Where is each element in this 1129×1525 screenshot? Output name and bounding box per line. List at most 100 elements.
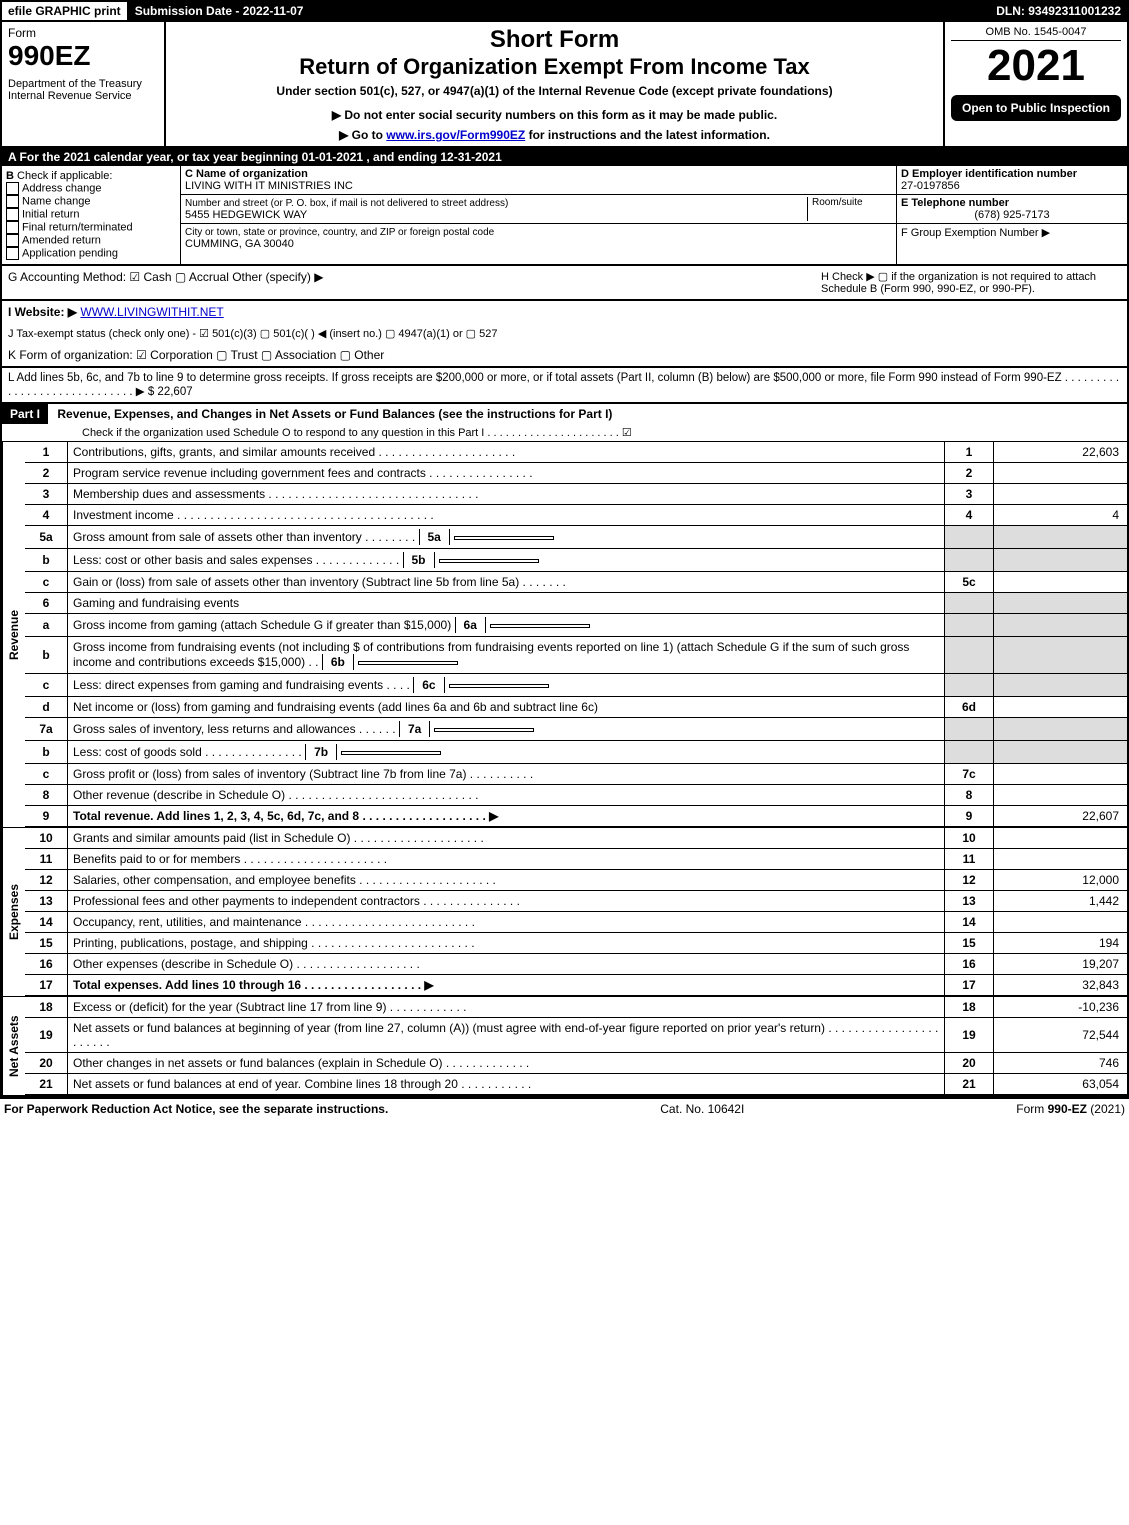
line-20: 20Other changes in net assets or fund ba…: [25, 1053, 1127, 1074]
section-f-label: F Group Exemption Number ▶: [901, 227, 1050, 239]
line-14: 14Occupancy, rent, utilities, and mainte…: [25, 912, 1127, 933]
line-10: 10Grants and similar amounts paid (list …: [25, 828, 1127, 849]
line-16: 16Other expenses (describe in Schedule O…: [25, 954, 1127, 975]
checkbox-amended-return[interactable]: [6, 234, 19, 247]
expenses-side-label: Expenses: [2, 828, 25, 996]
line-18: 18Excess or (deficit) for the year (Subt…: [25, 997, 1127, 1018]
title-short-form: Short Form: [172, 26, 937, 54]
line-5c: cGain or (loss) from sale of assets othe…: [25, 572, 1127, 593]
dln: DLN: 93492311001232: [990, 2, 1127, 20]
section-c-city-label: City or town, state or province, country…: [185, 227, 494, 238]
label-application-pending: Application pending: [22, 247, 118, 259]
section-c: C Name of organization LIVING WITH IT MI…: [181, 166, 897, 264]
line-7b: bLess: cost of goods sold . . . . . . . …: [25, 741, 1127, 764]
page-footer: For Paperwork Reduction Act Notice, see …: [0, 1097, 1129, 1119]
efile-print[interactable]: efile GRAPHIC print: [2, 2, 129, 20]
submission-date: Submission Date - 2022-11-07: [129, 2, 312, 20]
open-to-public: Open to Public Inspection: [951, 95, 1121, 121]
section-b-check-label: Check if applicable:: [17, 170, 112, 182]
section-c-name-label: C Name of organization: [185, 168, 308, 180]
label-initial-return: Initial return: [22, 208, 79, 220]
line-19: 19Net assets or fund balances at beginni…: [25, 1018, 1127, 1053]
org-address: 5455 HEDGEWICK WAY: [185, 209, 307, 221]
revenue-section: Revenue 1Contributions, gifts, grants, a…: [0, 442, 1129, 827]
line-6d: dNet income or (loss) from gaming and fu…: [25, 697, 1127, 718]
note-goto-pre: ▶ Go to: [339, 128, 386, 142]
phone-value: (678) 925-7173: [901, 209, 1123, 221]
section-l: L Add lines 5b, 6c, and 7b to line 9 to …: [0, 368, 1129, 404]
line-21: 21Net assets or fund balances at end of …: [25, 1074, 1127, 1095]
checkbox-final-return[interactable]: [6, 221, 19, 234]
tax-year: 2021: [951, 41, 1121, 91]
part1-label: Part I: [2, 404, 48, 424]
topbar: efile GRAPHIC print Submission Date - 20…: [0, 0, 1129, 22]
org-city: CUMMING, GA 30040: [185, 238, 294, 250]
form-header: Form 990EZ Department of the Treasury In…: [0, 22, 1129, 148]
footer-center: Cat. No. 10642I: [660, 1102, 744, 1116]
subtitle: Under section 501(c), 527, or 4947(a)(1)…: [172, 84, 937, 98]
irs-link[interactable]: www.irs.gov/Form990EZ: [386, 128, 525, 142]
label-name-change: Name change: [22, 195, 91, 207]
line-15: 15Printing, publications, postage, and s…: [25, 933, 1127, 954]
line-5b: bLess: cost or other basis and sales exp…: [25, 549, 1127, 572]
line-8: 8Other revenue (describe in Schedule O) …: [25, 785, 1127, 806]
header-left: Form 990EZ Department of the Treasury In…: [2, 22, 166, 146]
label-address-change: Address change: [22, 182, 102, 194]
title-return: Return of Organization Exempt From Incom…: [172, 54, 937, 80]
netassets-table: 18Excess or (deficit) for the year (Subt…: [25, 997, 1127, 1095]
section-h: H Check ▶ ▢ if the organization is not r…: [821, 270, 1121, 295]
info-grid: B Check if applicable: Address change Na…: [0, 166, 1129, 266]
checkbox-address-change[interactable]: [6, 182, 19, 195]
line-9: 9Total revenue. Add lines 1, 2, 3, 4, 5c…: [25, 806, 1127, 827]
label-final-return: Final return/terminated: [22, 221, 133, 233]
dept-treasury: Department of the Treasury Internal Reve…: [8, 78, 158, 102]
revenue-table: 1Contributions, gifts, grants, and simil…: [25, 442, 1127, 827]
expenses-table: 10Grants and similar amounts paid (list …: [25, 828, 1127, 996]
section-e-label: E Telephone number: [901, 197, 1009, 209]
header-center: Short Form Return of Organization Exempt…: [166, 22, 943, 146]
section-k: K Form of organization: ☑ Corporation ▢ …: [0, 344, 1129, 368]
note-goto: ▶ Go to www.irs.gov/Form990EZ for instru…: [172, 128, 937, 142]
section-def: D Employer identification number 27-0197…: [897, 166, 1127, 264]
checkbox-name-change[interactable]: [6, 195, 19, 208]
part1-header-row: Part I Revenue, Expenses, and Changes in…: [0, 404, 1129, 442]
section-b-label: B: [6, 170, 14, 182]
expenses-section: Expenses 10Grants and similar amounts pa…: [0, 827, 1129, 996]
netassets-section: Net Assets 18Excess or (deficit) for the…: [0, 996, 1129, 1097]
line-6c: cLess: direct expenses from gaming and f…: [25, 674, 1127, 697]
line-6a: aGross income from gaming (attach Schedu…: [25, 614, 1127, 637]
checkbox-initial-return[interactable]: [6, 208, 19, 221]
checkbox-application-pending[interactable]: [6, 247, 19, 260]
footer-left: For Paperwork Reduction Act Notice, see …: [4, 1102, 388, 1116]
line-2: 2Program service revenue including gover…: [25, 463, 1127, 484]
section-i-label: I Website: ▶: [8, 305, 77, 319]
ein-value: 27-0197856: [901, 180, 960, 192]
section-b: B Check if applicable: Address change Na…: [2, 166, 181, 264]
section-gh: G Accounting Method: ☑ Cash ▢ Accrual Ot…: [0, 266, 1129, 301]
part1-check-note: Check if the organization used Schedule …: [2, 424, 1127, 441]
netassets-side-label: Net Assets: [2, 997, 25, 1095]
room-suite-label: Room/suite: [807, 197, 892, 221]
org-name: LIVING WITH IT MINISTRIES INC: [185, 180, 353, 192]
form-label: Form: [8, 26, 158, 40]
section-j: J Tax-exempt status (check only one) - ☑…: [0, 323, 1129, 344]
label-amended-return: Amended return: [22, 234, 101, 246]
note-goto-post: for instructions and the latest informat…: [525, 128, 770, 142]
line-7a: 7aGross sales of inventory, less returns…: [25, 718, 1127, 741]
line-3: 3Membership dues and assessments . . . .…: [25, 484, 1127, 505]
note-ssn: ▶ Do not enter social security numbers o…: [172, 108, 937, 122]
line-6b: bGross income from fundraising events (n…: [25, 637, 1127, 674]
section-d-label: D Employer identification number: [901, 168, 1077, 180]
section-a-calendar-year: A For the 2021 calendar year, or tax yea…: [0, 148, 1129, 166]
line-4: 4Investment income . . . . . . . . . . .…: [25, 505, 1127, 526]
header-right: OMB No. 1545-0047 2021 Open to Public In…: [943, 22, 1127, 146]
line-6: 6Gaming and fundraising events: [25, 593, 1127, 614]
section-c-addr-label: Number and street (or P. O. box, if mail…: [185, 198, 508, 209]
line-11: 11Benefits paid to or for members . . . …: [25, 849, 1127, 870]
line-5a: 5aGross amount from sale of assets other…: [25, 526, 1127, 549]
line-7c: cGross profit or (loss) from sales of in…: [25, 764, 1127, 785]
form-number: 990EZ: [8, 40, 158, 72]
footer-right: Form 990-EZ (2021): [1016, 1102, 1125, 1116]
revenue-side-label: Revenue: [2, 442, 25, 827]
website-link[interactable]: WWW.LIVINGWITHIT.NET: [80, 305, 223, 319]
